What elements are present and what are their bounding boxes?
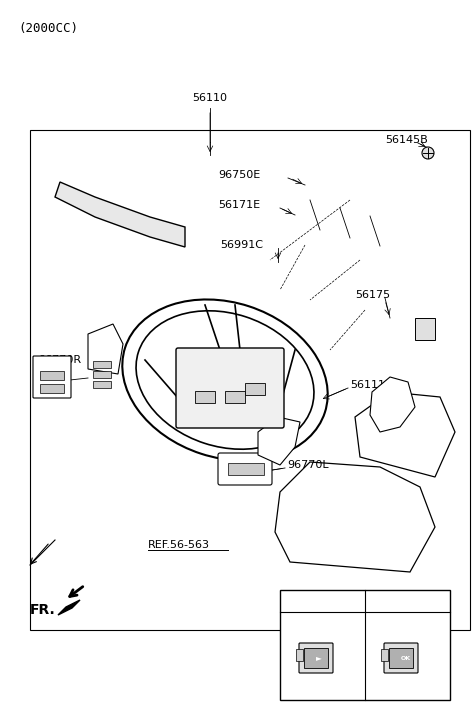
Bar [381, 649, 388, 661]
Bar [30, 130, 470, 630]
Bar [195, 391, 215, 403]
Bar [304, 648, 328, 668]
Polygon shape [355, 392, 455, 477]
Bar [93, 371, 111, 378]
Bar [280, 590, 450, 700]
Polygon shape [55, 182, 185, 247]
Text: 96770R: 96770R [38, 355, 81, 365]
Text: REF.56-563: REF.56-563 [148, 540, 210, 550]
Text: 96750E: 96750E [218, 170, 260, 180]
Bar [40, 384, 64, 393]
Bar [296, 649, 303, 661]
Text: 96715A: 96715A [302, 597, 342, 607]
FancyBboxPatch shape [384, 643, 418, 673]
Bar [225, 391, 245, 403]
Text: 56145B: 56145B [385, 135, 428, 145]
Bar [228, 463, 264, 475]
Polygon shape [58, 600, 80, 615]
Text: (2000CC): (2000CC) [18, 22, 78, 35]
FancyBboxPatch shape [299, 643, 333, 673]
Text: 96715B: 96715B [387, 597, 427, 607]
Bar [40, 371, 64, 380]
Polygon shape [370, 377, 415, 432]
Text: 96770L: 96770L [287, 460, 329, 470]
Ellipse shape [136, 310, 314, 449]
Text: ►: ► [316, 653, 322, 662]
Ellipse shape [122, 300, 328, 460]
Text: 56175: 56175 [355, 290, 390, 300]
Text: FR.: FR. [30, 603, 56, 617]
Bar [415, 318, 435, 340]
Text: OK: OK [401, 656, 411, 661]
Polygon shape [88, 324, 123, 374]
Bar [389, 648, 413, 668]
Bar [245, 383, 265, 395]
FancyBboxPatch shape [218, 453, 272, 485]
Text: 56110: 56110 [192, 93, 228, 103]
Text: 56171E: 56171E [218, 200, 260, 210]
Polygon shape [275, 462, 435, 572]
Text: 56991C: 56991C [220, 240, 263, 250]
Text: 56111D: 56111D [350, 380, 393, 390]
Ellipse shape [422, 147, 434, 159]
FancyBboxPatch shape [176, 348, 284, 428]
Polygon shape [258, 417, 300, 465]
Bar [93, 381, 111, 388]
Bar [93, 361, 111, 368]
FancyBboxPatch shape [33, 356, 71, 398]
